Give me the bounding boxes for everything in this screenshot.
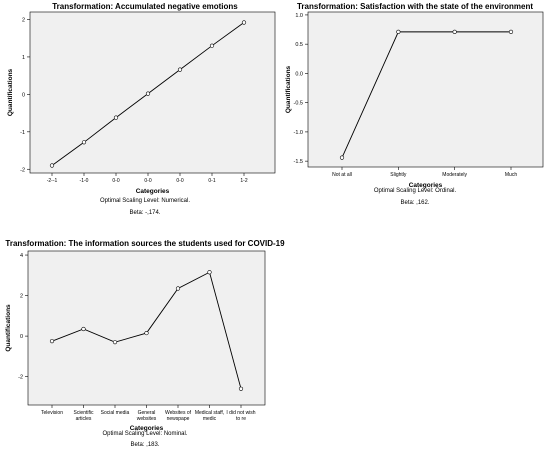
data-point [339,155,345,160]
y-tick-label: -2 [18,375,23,381]
y-axis-label: Quantifications [285,65,292,113]
data-point [396,29,401,34]
chart-plot: 4 2 0 -2 Quantifications Television Scientific… [5,250,266,432]
x-tick-label: Moderately [442,172,467,178]
beta-caption: Beta: -,174. [129,210,161,216]
x-tick-label: Social media [101,410,130,416]
data-point [49,339,55,344]
chart-environment-satisfaction: Transformation: Satisfaction with the st… [280,0,550,225]
data-point [49,163,55,168]
y-tick-label: 1.0 [295,13,303,19]
y-tick-label: 0.0 [295,71,303,77]
data-point [175,286,181,291]
x-tick-label: -1-0 [80,178,89,184]
y-axis-label: Quantifications [5,304,12,352]
y-tick-label: 0 [20,334,23,340]
scaling-level-caption: Optimal Scaling Level: Nominal. [102,431,188,437]
scaling-level-caption: Optimal Scaling Level: Ordinal. [373,188,457,194]
chart-title: Transformation: Accumulated negative emo… [52,2,238,11]
data-point [177,67,183,72]
data-point [81,326,86,332]
data-point [113,115,119,120]
data-point [452,29,457,34]
x-tick-label: Websites of newspape [165,410,192,422]
x-tick-label: Scientific articles [73,410,94,422]
y-axis-label: Quantifications [7,68,14,116]
y-tick-label: -1.0 [294,130,303,136]
y-tick-label: 4 [20,253,23,259]
chart-plot: 1.0 0.5 0.0 -0.5 -1.0 -1.5 Quantifications Not … [285,11,544,189]
y-tick-label: -1.5 [294,159,303,165]
x-axis-label: Categories [130,425,164,432]
chart-information-sources: Transformation: The information sources … [0,235,290,453]
data-point [207,270,212,275]
x-tick-label: -2--1 [47,178,58,184]
x-tick-label: Slightly [390,172,407,178]
x-tick-label: 0-0 [144,178,151,184]
chart-title: Transformation: Satisfaction with the st… [296,2,534,11]
x-axis-label: Categories [409,182,443,189]
data-point [209,43,215,48]
data-point [508,29,514,34]
y-tick-label: -2 [20,167,25,173]
scaling-level-caption: Optimal Scaling Level: Numerical. [99,198,191,204]
data-point [81,140,87,145]
y-tick-label: 0.5 [295,42,303,48]
chart-title: Transformation: The information sources … [5,239,285,248]
x-tick-label: 0-1 [208,178,215,184]
data-point [241,20,247,25]
y-tick-label: 2 [20,294,23,300]
x-tick-label: Medical staff, medic [195,410,224,422]
data-point [112,340,118,345]
y-tick-label: -0.5 [294,101,303,107]
plot-area [307,11,544,168]
x-tick-label: 0-0 [176,178,183,184]
y-tick-label: 0 [22,92,25,98]
plot-area [27,250,266,406]
x-axis-label: Categories [136,188,170,195]
plot-area [29,11,276,174]
x-tick-label: I did not wish to re [226,410,255,422]
x-tick-label: 0-0 [112,178,119,184]
x-tick-label: Not at all [332,172,352,178]
x-tick-label: General websites [137,410,157,422]
data-point [238,386,244,391]
chart-negative-emotions: Transformation: Accumulated negative emo… [0,0,280,225]
x-tick-label: Much [505,172,517,178]
data-point [144,330,149,336]
data-point [145,91,151,96]
x-tick-label: Television [41,410,63,416]
y-tick-label: 2 [22,17,25,23]
beta-caption: Beta: ,162. [400,200,430,206]
beta-caption: Beta: ,183. [130,442,160,448]
chart-plot: -2 -1 0 1 2 Quantifications -2--1 -1-0 0-0 0-0 0-0… [7,11,276,195]
y-tick-label: -1 [20,130,25,136]
series-line [341,31,511,158]
y-tick-label: 1 [22,55,25,61]
x-tick-label: 1-2 [240,178,247,184]
